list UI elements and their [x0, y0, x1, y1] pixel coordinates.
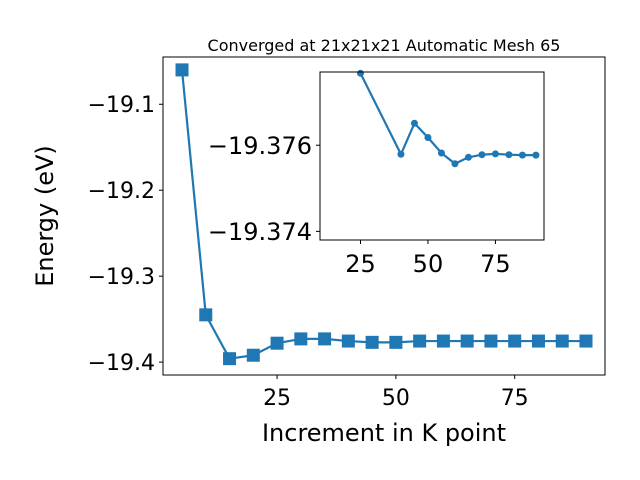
- data-point: [413, 334, 427, 348]
- inset-data-point: [451, 160, 459, 168]
- y-tick-label: −19.3: [88, 265, 155, 290]
- data-point: [294, 332, 308, 346]
- x-tick-label: 50: [382, 386, 410, 411]
- data-point: [436, 334, 450, 348]
- data-point: [246, 348, 260, 362]
- inset-data-point: [518, 151, 526, 159]
- x-tick-label: 25: [263, 386, 291, 411]
- inset-data-point: [505, 151, 513, 159]
- data-point: [555, 334, 569, 348]
- inset-chart: 25 50 75 −19.376 −19.374: [208, 69, 545, 278]
- x-axis-label: Increment in K point: [262, 419, 506, 447]
- inset-x-tick-label: 25: [345, 250, 376, 278]
- plot-frame: [162, 56, 606, 376]
- data-point: [270, 336, 284, 350]
- y-tick-label: −19.1: [88, 93, 155, 118]
- inset-data-point: [437, 149, 445, 157]
- data-point: [341, 334, 355, 348]
- inset-data-point: [491, 150, 499, 158]
- data-point: [484, 334, 498, 348]
- x-tick-label: 75: [501, 386, 529, 411]
- inset-data-point: [397, 150, 405, 158]
- inset-data-point: [410, 119, 418, 127]
- inset-data-point: [464, 153, 472, 161]
- inset-data-point: [424, 133, 432, 141]
- inset-data-point: [356, 69, 364, 77]
- inset-plot-frame: [319, 71, 545, 241]
- data-point: [365, 335, 379, 349]
- data-point: [199, 308, 213, 322]
- inset-y-tick-label: −19.376: [208, 132, 312, 160]
- data-point: [318, 332, 332, 346]
- inset-x-tick-label: 75: [480, 250, 511, 278]
- inset-data-point: [532, 151, 540, 159]
- inset-y-tick-label: −19.374: [208, 218, 312, 246]
- data-point: [460, 334, 474, 348]
- data-point: [175, 63, 189, 77]
- main-chart: Converged at 21x21x21 Automatic Mesh 65 2…: [31, 36, 606, 447]
- data-point: [223, 352, 237, 366]
- data-point: [508, 334, 522, 348]
- data-point: [579, 334, 593, 348]
- y-axis-label: Energy (eV): [31, 145, 59, 287]
- inset-data-point: [478, 151, 486, 159]
- data-point: [531, 334, 545, 348]
- data-point: [389, 335, 403, 349]
- y-tick-label: −19.2: [88, 179, 155, 204]
- y-tick-label: −19.4: [88, 351, 155, 376]
- inset-x-tick-label: 50: [413, 250, 444, 278]
- chart-title: Converged at 21x21x21 Automatic Mesh 65: [208, 36, 561, 55]
